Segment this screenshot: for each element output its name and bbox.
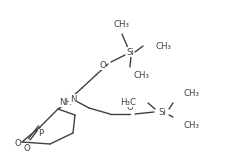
Text: CH₃: CH₃ <box>184 121 200 130</box>
Text: Si: Si <box>126 47 134 56</box>
Text: O: O <box>14 138 21 148</box>
Text: Si: Si <box>158 108 166 117</box>
Text: O: O <box>127 103 133 112</box>
Text: H₃C: H₃C <box>120 97 136 107</box>
Text: O: O <box>24 144 30 153</box>
Text: CH₃: CH₃ <box>113 20 129 29</box>
Text: CH₃: CH₃ <box>156 42 172 50</box>
Text: P: P <box>38 129 44 138</box>
Text: NH: NH <box>59 98 72 107</box>
Text: O: O <box>99 60 106 70</box>
Text: N: N <box>70 94 76 103</box>
Text: CH₃: CH₃ <box>134 71 150 80</box>
Text: CH₃: CH₃ <box>184 89 200 98</box>
